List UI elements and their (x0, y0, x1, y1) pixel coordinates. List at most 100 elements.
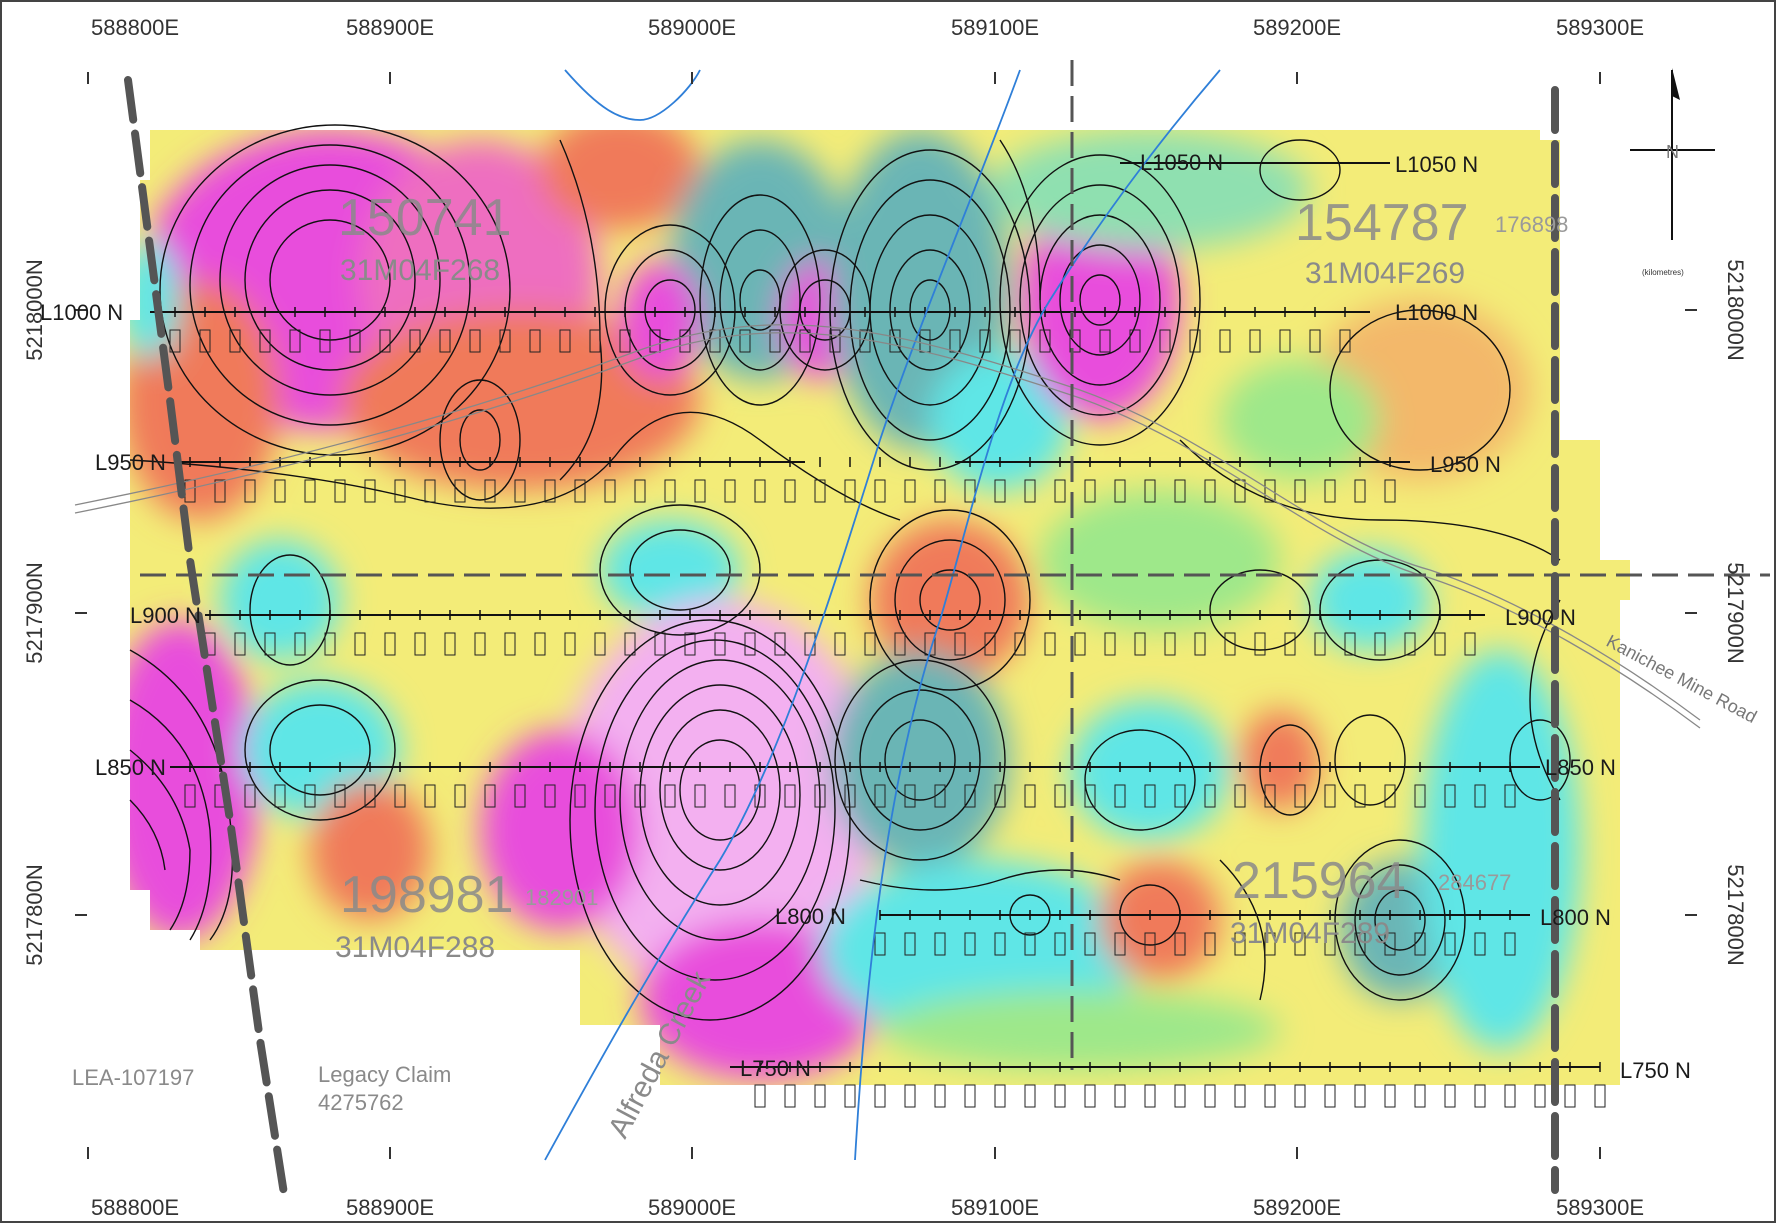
station-value-mark (499, 329, 511, 353)
station-value-mark (1309, 329, 1321, 353)
station-value-mark (1174, 784, 1186, 808)
station-value-mark (964, 784, 976, 808)
station-value-mark (1144, 932, 1156, 956)
survey-line-labels: L1000 N L950 N L900 N L850 N L1050 N L80… (40, 150, 1691, 1083)
station-value-mark (559, 329, 571, 353)
station-value-mark (1354, 784, 1366, 808)
station-value-mark (1294, 784, 1306, 808)
station-value-mark (814, 479, 826, 503)
station-value-mark (349, 329, 361, 353)
station-value-mark (1464, 632, 1476, 656)
contour-group-sw (129, 619, 851, 1021)
station-value-mark (934, 1084, 946, 1108)
station-value-mark (1374, 632, 1386, 656)
station-value-mark (1114, 479, 1126, 503)
station-value-mark (934, 479, 946, 503)
station-value-mark (1534, 1084, 1546, 1108)
station-value-mark (1474, 932, 1486, 956)
line-label-left: L900 N (130, 603, 201, 628)
station-value-mark (654, 632, 666, 656)
station-value-mark (444, 632, 456, 656)
station-value-mark (1104, 632, 1116, 656)
station-value-mark (364, 479, 376, 503)
line-label-right: L900 N (1505, 605, 1576, 630)
station-value-mark (1054, 784, 1066, 808)
station-value-mark (1114, 784, 1126, 808)
station-value-mark (529, 329, 541, 353)
station-value-mark (289, 329, 301, 353)
station-value-mark (954, 632, 966, 656)
station-value-mark (414, 632, 426, 656)
creek-branch-east (854, 69, 1221, 1161)
station-value-mark (994, 1084, 1006, 1108)
station-value-mark (1014, 632, 1026, 656)
station-value-mark (1084, 784, 1096, 808)
station-value-mark (934, 932, 946, 956)
easting-label: 588900E (346, 15, 434, 40)
station-value-mark (1279, 329, 1291, 353)
station-value-mark (1144, 1084, 1156, 1108)
station-value-mark (544, 479, 556, 503)
easting-label: 588800E (91, 1195, 179, 1220)
lea-label: LEA-107197 (72, 1065, 194, 1090)
line-label-right: L950 N (1430, 452, 1501, 477)
station-value-mark (964, 1084, 976, 1108)
station-value-mark (1354, 932, 1366, 956)
station-value-mark (1204, 1084, 1216, 1108)
station-value-mark (304, 784, 316, 808)
station-value-mark (574, 479, 586, 503)
station-value-mark (1024, 479, 1036, 503)
station-value-mark (1444, 1084, 1456, 1108)
line-label-mid: L750 N (740, 1056, 811, 1081)
claim-id: 31M04F288 (335, 931, 495, 964)
station-value-mark (1219, 329, 1231, 353)
station-value-mark (474, 632, 486, 656)
station-value-mark (739, 329, 751, 353)
northing-label: 5218000N (1723, 259, 1748, 361)
station-value-mark (244, 784, 256, 808)
station-value-mark (1044, 632, 1056, 656)
station-value-mark (784, 1084, 796, 1108)
station-value-mark (784, 784, 796, 808)
station-value-mark (874, 784, 886, 808)
station-value-mark (1344, 632, 1356, 656)
line-label-left: L850 N (95, 755, 166, 780)
station-value-mark (1249, 329, 1261, 353)
station-value-mark (1474, 1084, 1486, 1108)
station-value-mark (1069, 329, 1081, 353)
station-value-mark (894, 632, 906, 656)
northing-label: 5217800N (22, 864, 47, 966)
claim-id: 31M04F289 (1230, 917, 1390, 950)
station-value-mark (484, 479, 496, 503)
station-value-mark (1054, 932, 1066, 956)
station-value-mark (1039, 329, 1051, 353)
station-value-mark (679, 329, 691, 353)
legacy-boundary-west (124, 76, 289, 1204)
station-value-mark (634, 784, 646, 808)
station-value-mark (1384, 932, 1396, 956)
station-value-mark (1324, 479, 1336, 503)
station-value-mark (294, 632, 306, 656)
line-label-mid: L800 N (775, 904, 846, 929)
station-value-mark (394, 479, 406, 503)
easting-label: 589000E (648, 15, 736, 40)
station-value-mark (394, 784, 406, 808)
line-label-right: L1050 N (1395, 152, 1478, 177)
station-value-mark (1144, 784, 1156, 808)
station-value-mark (1324, 784, 1336, 808)
station-value-mark (1174, 479, 1186, 503)
station-value-mark (1294, 1084, 1306, 1108)
station-value-mark (1224, 632, 1236, 656)
station-value-mark (1024, 1084, 1036, 1108)
station-value-mark (754, 479, 766, 503)
station-value-mark (1414, 784, 1426, 808)
claim-number: 150741 (338, 189, 512, 247)
station-value-mark (1174, 932, 1186, 956)
station-value-mark (334, 784, 346, 808)
station-value-mark (1294, 479, 1306, 503)
station-value-mark (784, 479, 796, 503)
station-value-mark (1284, 632, 1296, 656)
easting-label: 589100E (951, 1195, 1039, 1220)
station-value-mark (634, 479, 646, 503)
